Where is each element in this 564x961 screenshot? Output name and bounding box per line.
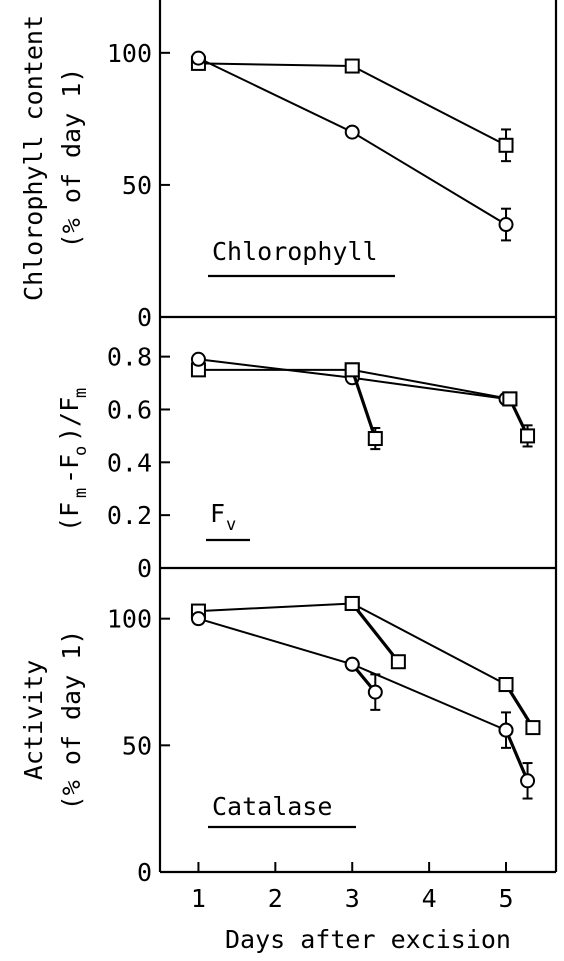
series-middle — [190, 351, 536, 451]
circle-marker — [498, 217, 514, 233]
circle-series-line — [198, 57, 507, 226]
square-marker — [344, 595, 360, 611]
y-axis-title-top-line2: (% of day 1) — [57, 68, 86, 249]
circle-series-line — [504, 729, 530, 782]
circle-marker — [520, 773, 536, 789]
y-axis-title-middle: (F m -F o )/F m — [55, 388, 91, 532]
series-bottom — [190, 595, 541, 800]
x-tick-label: 1 — [191, 884, 206, 913]
y-tick-label: 0 — [137, 303, 152, 332]
circle-marker — [344, 656, 360, 672]
x-tick-label: 5 — [498, 884, 513, 913]
y-ticks-middle: 0 0.2 0.4 0.6 0.8 — [107, 343, 170, 583]
svg-text:o: o — [71, 446, 91, 456]
chlorophyll-label: Chlorophyll — [212, 237, 378, 266]
y-tick-label: 100 — [107, 605, 152, 634]
y-tick-label: 0.8 — [107, 343, 152, 372]
y-ticks-bottom: 0 50 100 — [107, 605, 170, 887]
x-tick-label: 2 — [268, 884, 283, 913]
circle-marker — [498, 722, 514, 738]
x-ticks: 1 2 3 4 5 — [191, 862, 514, 913]
x-axis-title: Days after excision — [225, 925, 511, 954]
square-marker — [344, 362, 360, 378]
y-tick-label: 0 — [137, 858, 152, 887]
fv-label-main: F — [210, 499, 225, 528]
svg-text:(F: (F — [55, 502, 84, 532]
square-series-line — [198, 602, 507, 686]
y-tick-label: 50 — [122, 171, 152, 200]
square-marker — [520, 428, 536, 444]
circle-series-line — [198, 617, 507, 732]
catalase-label: Catalase — [212, 792, 332, 821]
svg-text:m: m — [71, 488, 91, 498]
y-axis-title-top-line1: Chlorophyll content — [19, 15, 48, 301]
circle-marker — [190, 351, 206, 367]
fv-panel: (F m -F o )/F m F v 0 0.2 0.4 0.6 0.8 — [55, 317, 558, 583]
catalase-panel: Activity (% of day 1) Catalase 0 50 100 1 2… — [19, 568, 558, 954]
y-tick-label: 0 — [137, 554, 152, 583]
square-marker — [502, 391, 518, 407]
y-axis-title-bottom-line2: (% of day 1) — [57, 630, 86, 811]
chlorophyll-panel: Chlorophyll content (% of day 1) Chlorop… — [19, 0, 558, 332]
square-series-line — [350, 602, 400, 663]
svg-text:-F: -F — [55, 454, 84, 484]
square-marker — [344, 58, 360, 74]
fv-label-sub: v — [226, 515, 236, 535]
y-tick-label: 0.2 — [107, 501, 152, 530]
square-marker — [525, 720, 541, 736]
y-ticks-top: 0 50 100 — [107, 39, 170, 332]
fv-label: F v — [210, 499, 236, 535]
circle-marker — [367, 684, 383, 700]
square-marker — [498, 137, 514, 153]
svg-text:m: m — [71, 388, 91, 398]
circle-marker — [344, 124, 360, 140]
circle-marker — [190, 611, 206, 627]
y-tick-label: 100 — [107, 39, 152, 68]
svg-text:)/F: )/F — [55, 397, 84, 442]
y-tick-label: 50 — [122, 731, 152, 760]
circle-marker — [190, 50, 206, 66]
y-axis-title-bottom-line1: Activity — [19, 660, 48, 780]
x-tick-label: 3 — [345, 884, 360, 913]
y-tick-label: 0.6 — [107, 395, 152, 424]
square-marker — [367, 431, 383, 447]
y-tick-label: 0.4 — [107, 448, 152, 477]
series-top — [190, 50, 514, 242]
x-tick-label: 4 — [422, 884, 437, 913]
square-marker — [498, 677, 514, 693]
square-marker — [390, 654, 406, 670]
